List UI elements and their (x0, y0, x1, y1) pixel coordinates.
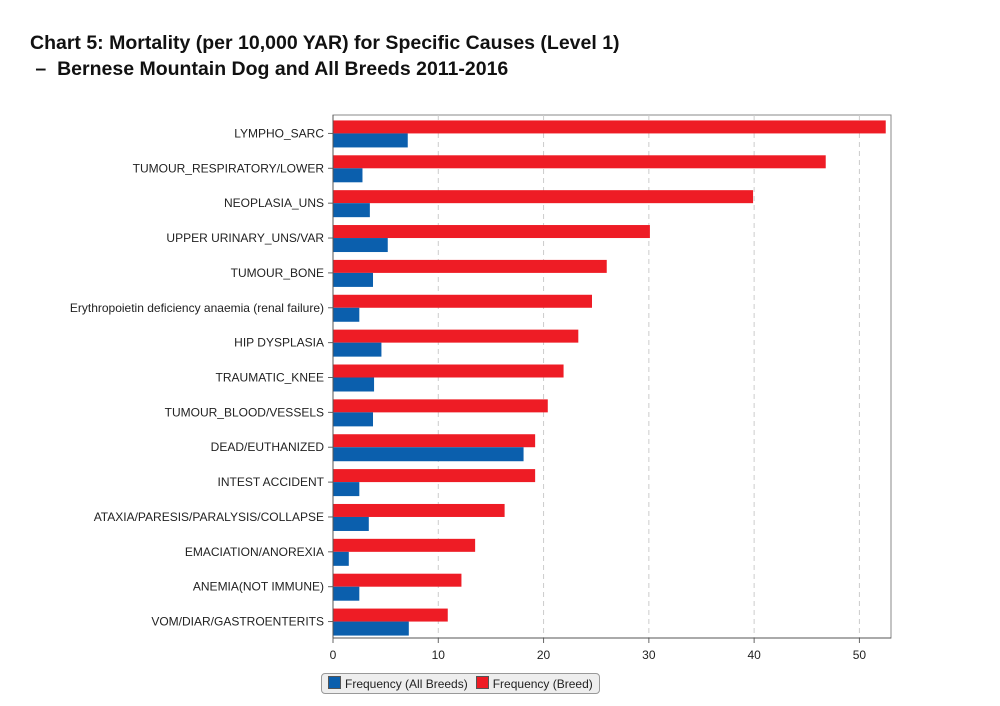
y-tick-label: LYMPHO_SARC (234, 126, 324, 140)
bar-breed (333, 573, 462, 587)
bar-all-breeds (333, 342, 382, 357)
bar-all-breeds (333, 621, 409, 636)
bar-breed (333, 120, 886, 134)
bar-breed (333, 364, 564, 378)
bar-breed (333, 259, 607, 273)
legend-swatch (328, 676, 341, 689)
bar-all-breeds (333, 133, 408, 148)
y-tick-label: Erythropoietin deficiency anaemia (renal… (70, 301, 324, 315)
y-tick-label: INTEST ACCIDENT (218, 475, 325, 489)
legend-label: Frequency (Breed) (492, 677, 593, 691)
legend-swatch (475, 676, 489, 689)
y-tick-label: NEOPLASIA_UNS (224, 196, 324, 210)
legend-item-all-breeds: Frequency (All Breeds) (328, 676, 468, 691)
bar-breed (333, 469, 536, 483)
chart-title: Chart 5: Mortality (per 10,000 YAR) for … (30, 30, 620, 82)
bar-all-breeds (333, 412, 374, 427)
y-tick-label: DEAD/EUTHANIZED (211, 440, 325, 454)
y-tick-label: TUMOUR_BONE (231, 266, 324, 280)
y-tick-label: UPPER URINARY_UNS/VAR (166, 231, 324, 245)
bar-breed (333, 538, 476, 552)
y-tick-label: HIP DYSPLASIA (234, 336, 324, 350)
bar-all-breeds (333, 203, 370, 218)
x-tick-label: 0 (330, 648, 337, 662)
bar-breed (333, 155, 826, 169)
bar-breed (333, 190, 754, 204)
bar-breed (333, 294, 592, 308)
bar-breed (333, 503, 505, 517)
bar-all-breeds (333, 272, 374, 287)
bar-all-breeds (333, 447, 524, 462)
bar-all-breeds (333, 377, 375, 392)
bar-breed (333, 434, 536, 448)
bar-all-breeds (333, 168, 363, 183)
bar-all-breeds (333, 307, 360, 322)
legend-item-breed: Frequency (Breed) (475, 676, 593, 691)
bar-breed (333, 608, 448, 622)
y-tick-label: TUMOUR_BLOOD/VESSELS (165, 405, 324, 419)
x-tick-label: 50 (853, 648, 867, 662)
title-line-2: – Bernese Mountain Dog and All Breeds 20… (30, 58, 509, 80)
y-tick-label: ANEMIA(NOT IMMUNE) (193, 580, 324, 594)
title-line-1: Chart 5: Mortality (per 10,000 YAR) for … (30, 32, 620, 54)
bar-all-breeds (333, 482, 360, 497)
y-tick-label: TRAUMATIC_KNEE (216, 371, 324, 385)
bar-all-breeds (333, 238, 388, 253)
legend-label: Frequency (All Breeds) (345, 677, 468, 691)
y-tick-label: ATAXIA/PARESIS/PARALYSIS/COLLAPSE (94, 510, 324, 524)
x-tick-label: 10 (432, 648, 446, 662)
bar-breed (333, 399, 548, 413)
bar-all-breeds (333, 516, 369, 531)
bar-breed (333, 225, 650, 239)
bar-breed (333, 329, 579, 343)
x-tick-label: 30 (642, 648, 656, 662)
y-tick-label: EMACIATION/ANOREXIA (185, 545, 324, 559)
y-tick-label: VOM/DIAR/GASTROENTERITS (151, 615, 324, 629)
legend: Frequency (All Breeds) Frequency (Breed) (321, 673, 600, 694)
bar-all-breeds (333, 586, 360, 601)
y-tick-label: TUMOUR_RESPIRATORY/LOWER (133, 161, 325, 175)
bar-all-breeds (333, 551, 349, 566)
x-tick-label: 20 (537, 648, 551, 662)
x-tick-label: 40 (747, 648, 761, 662)
